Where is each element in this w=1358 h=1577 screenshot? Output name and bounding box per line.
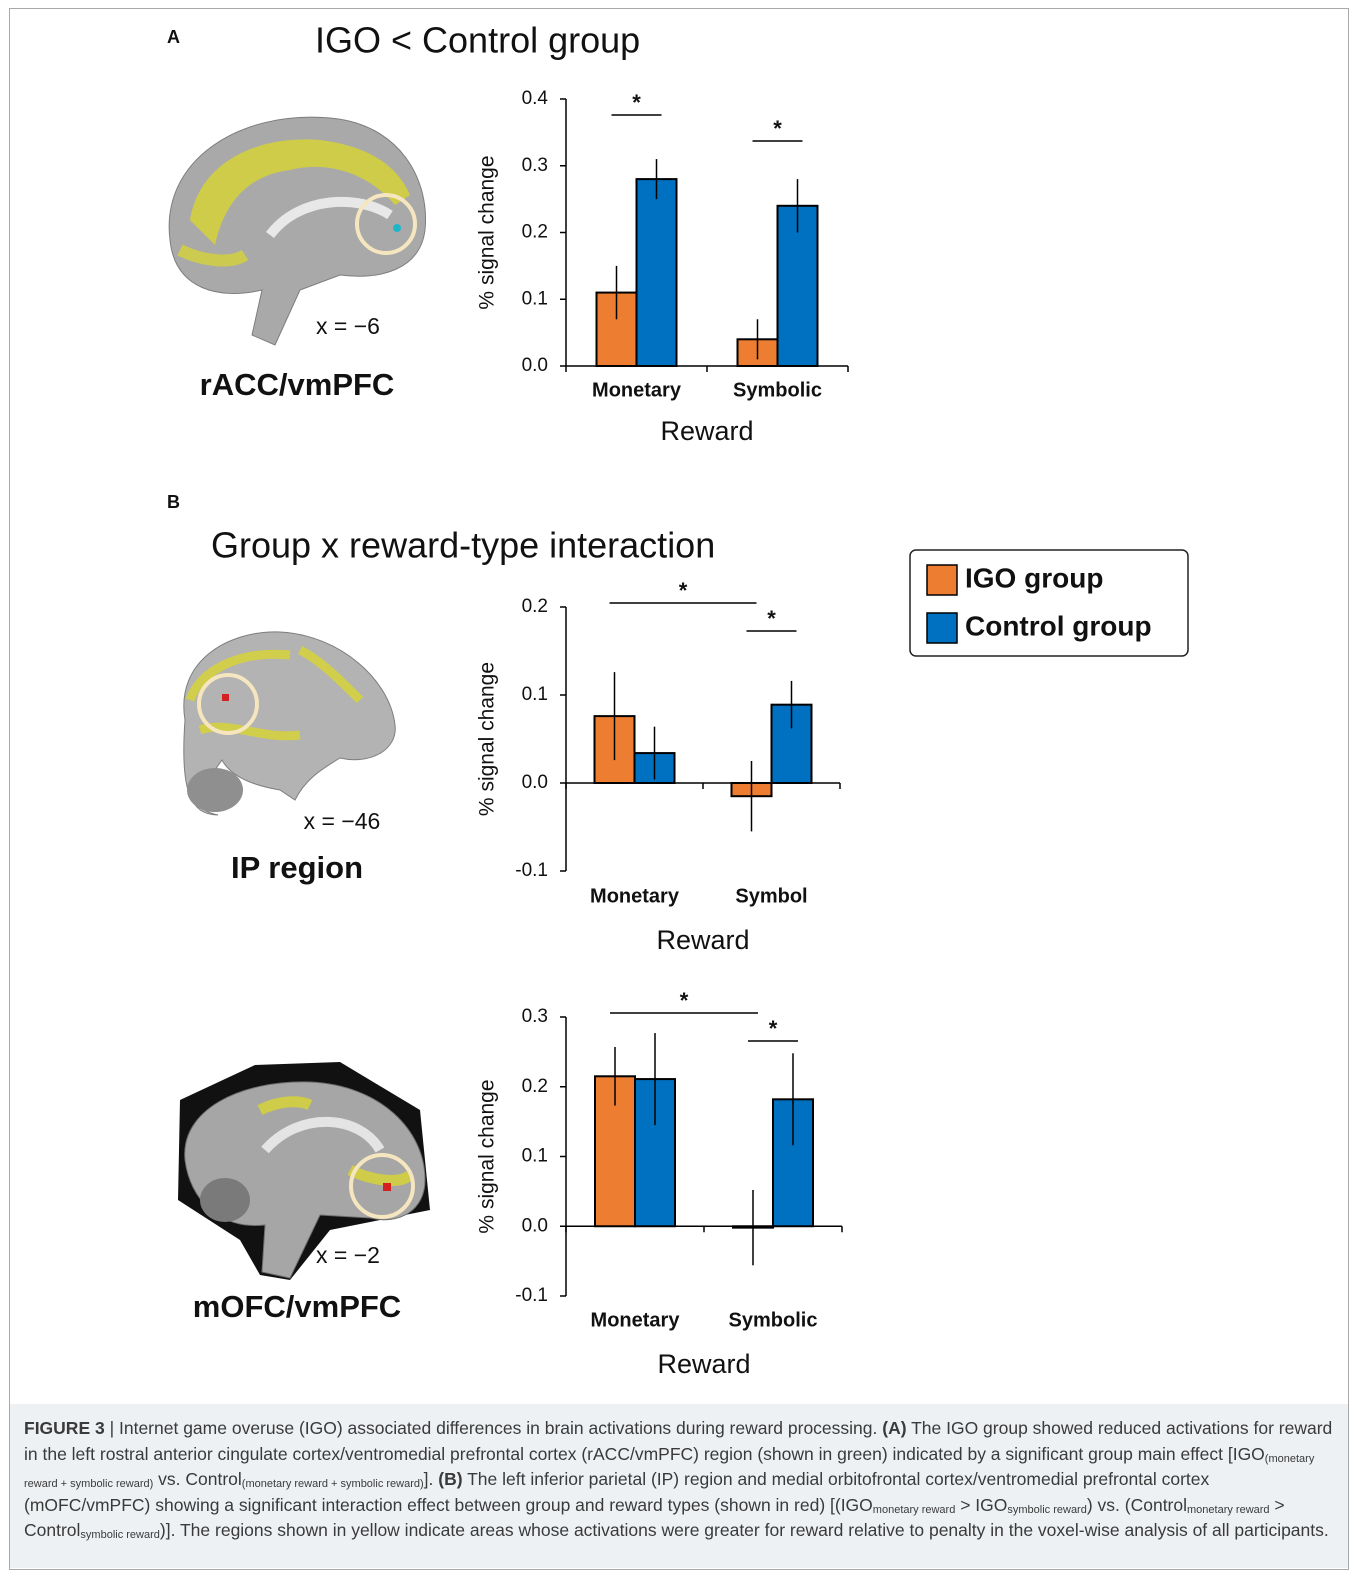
- caption-text: > IGO: [955, 1495, 1007, 1515]
- y-tick-label: 0.0: [522, 355, 548, 376]
- caption-text: monetary reward: [873, 1504, 956, 1516]
- y-tick-label: -0.1: [515, 1285, 548, 1306]
- significance-label: *: [769, 1016, 778, 1041]
- y-tick-label: 0.2: [522, 222, 548, 243]
- legend-label: Control group: [965, 610, 1152, 641]
- legend-swatch: [927, 565, 957, 595]
- significance-label: *: [680, 988, 689, 1013]
- caption-text: (monetary reward + symbolic reward): [242, 1478, 424, 1490]
- panel-label: B: [167, 492, 180, 512]
- x-tick-label: Monetary: [591, 1309, 681, 1331]
- y-axis-label: % signal change: [476, 1079, 499, 1233]
- figure-caption: FIGURE 3 | Internet game overuse (IGO) a…: [10, 1404, 1348, 1568]
- y-tick-label: 0.3: [522, 1006, 548, 1027]
- x-tick-label: Monetary: [592, 379, 682, 401]
- region-label: mOFC/vmPFC: [193, 1289, 401, 1324]
- caption-text: symbolic reward: [1007, 1504, 1086, 1516]
- region-label: rACC/vmPFC: [200, 367, 395, 402]
- y-tick-label: 0.0: [522, 1215, 548, 1236]
- x-axis-label: Reward: [657, 1349, 750, 1379]
- page: A IGO < Control group B Group x reward-t…: [0, 0, 1358, 1577]
- brain-image: [178, 1062, 430, 1280]
- caption-text: vs. Control: [153, 1469, 242, 1489]
- legend-label: IGO group: [965, 562, 1103, 593]
- y-tick-label: -0.1: [515, 860, 548, 881]
- y-tick-label: 0.3: [522, 155, 548, 176]
- significance-label: *: [632, 90, 641, 115]
- significance-label: *: [679, 578, 688, 603]
- slice-coordinate: x = −2: [316, 1242, 380, 1268]
- y-tick-label: 0.4: [522, 88, 549, 109]
- legend-swatch: [927, 613, 957, 643]
- y-tick-label: 0.1: [522, 288, 548, 309]
- significance-label: *: [773, 116, 782, 141]
- caption-text: | Internet game overuse (IGO) associated…: [105, 1418, 883, 1438]
- panel-label: A: [167, 27, 180, 47]
- y-tick-label: 0.2: [522, 1076, 548, 1097]
- panel-title: IGO < Control group: [315, 20, 640, 61]
- x-axis-label: Reward: [660, 416, 753, 446]
- caption-text: (B): [438, 1469, 462, 1489]
- figure: A IGO < Control group B Group x reward-t…: [0, 0, 1358, 1400]
- x-tick-label: Symbol: [735, 885, 807, 907]
- y-tick-label: 0.1: [522, 1146, 548, 1167]
- brain-image: [169, 117, 425, 345]
- caption-text: )]. The regions shown in yellow indicate…: [160, 1520, 1329, 1540]
- x-tick-label: Symbolic: [733, 379, 822, 401]
- panel-title: Group x reward-type interaction: [211, 525, 715, 566]
- caption-text: FIGURE 3: [24, 1418, 105, 1438]
- y-axis-label: % signal change: [476, 155, 499, 309]
- y-axis-label: % signal change: [476, 662, 499, 816]
- y-tick-label: 0.1: [522, 684, 548, 705]
- caption-text: symbolic reward: [80, 1529, 159, 1541]
- bar: [637, 179, 677, 366]
- caption-text: ].: [424, 1469, 439, 1489]
- region-label: IP region: [231, 850, 363, 885]
- x-tick-label: Monetary: [590, 885, 680, 907]
- y-tick-label: 0.2: [522, 596, 548, 617]
- caption-text: monetary reward: [1187, 1504, 1270, 1516]
- x-axis-label: Reward: [656, 925, 749, 955]
- caption-text: (A): [882, 1418, 906, 1438]
- y-tick-label: 0.0: [522, 772, 548, 793]
- significance-label: *: [767, 606, 776, 631]
- x-tick-label: Symbolic: [729, 1309, 818, 1331]
- slice-coordinate: x = −6: [316, 313, 380, 339]
- slice-coordinate: x = −46: [304, 808, 381, 834]
- caption-text: ) vs. (Control: [1087, 1495, 1187, 1515]
- brain-image: [184, 632, 395, 815]
